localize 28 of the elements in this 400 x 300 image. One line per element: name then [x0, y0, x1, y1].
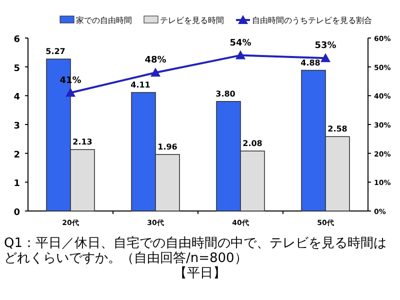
- point: [150, 68, 160, 77]
- y-tick-label: 4: [14, 92, 20, 103]
- data-label: 5.27: [46, 47, 66, 56]
- text: 【平日】: [173, 266, 227, 281]
- text: Q1：平日／休日、自宅での自由時間の中で、テレビを見る時間はどれくらいですか。（自由回答/n=800）: [3, 236, 388, 266]
- legend-label: 家での自由時間: [76, 16, 132, 25]
- y-tick-label: 6: [14, 35, 20, 45]
- point: [320, 53, 330, 62]
- data-label: 4.88: [300, 58, 321, 68]
- data-label: 48%: [144, 56, 166, 66]
- point: [66, 88, 76, 97]
- y-tick-label: 2: [14, 150, 20, 160]
- data-label: 3.80: [216, 89, 236, 98]
- y-tick-label: 3: [14, 122, 20, 132]
- data-label: 1.96: [158, 142, 178, 152]
- data-label: 41%: [60, 76, 82, 86]
- legend-label: 自由時間のうちテレビを見る割合: [252, 16, 372, 25]
- y-tick-label: 5: [14, 64, 20, 74]
- data-label: 54%: [230, 38, 252, 48]
- point: [236, 50, 246, 60]
- data-label: 2.08: [242, 139, 263, 148]
- data-label: 2.13: [72, 138, 92, 147]
- y-tick-label: 0: [14, 208, 20, 218]
- legend-label: テレビを見る時間: [160, 16, 224, 25]
- data-label: 53%: [314, 41, 336, 52]
- data-label: 2.58: [328, 124, 348, 134]
- y-tick-label: 1: [14, 179, 20, 190]
- data-label: 4.11: [130, 80, 151, 90]
